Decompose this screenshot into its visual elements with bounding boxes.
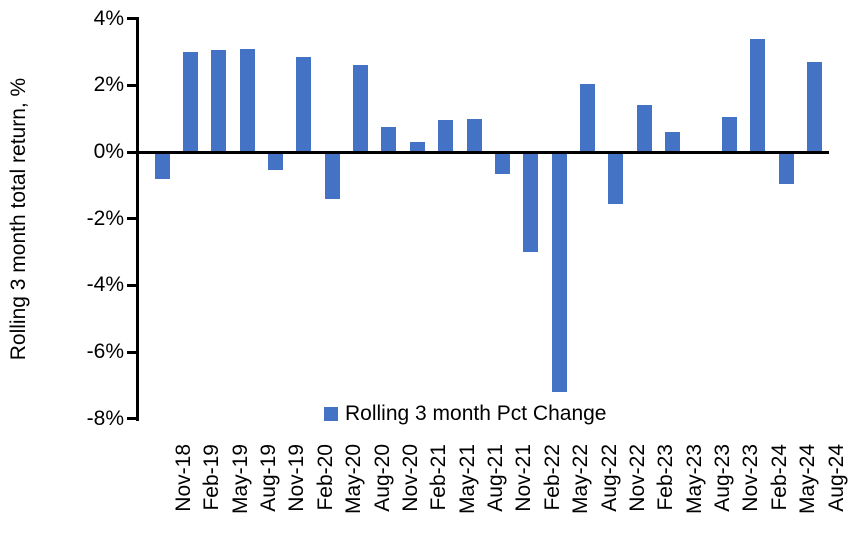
x-tick-label: Aug-21 [484, 444, 508, 512]
y-tick-mark [127, 283, 136, 287]
bar [551, 152, 567, 393]
bar [608, 152, 624, 204]
y-axis-line [136, 17, 139, 421]
x-tick-label: May-22 [569, 444, 593, 515]
bar [239, 48, 255, 152]
x-tick-label: Nov-21 [512, 444, 536, 512]
x-tick-label: Aug-24 [824, 444, 848, 512]
x-tick-label: Aug-22 [597, 444, 621, 512]
x-tick-label: Nov-23 [739, 444, 763, 512]
y-tick-mark [127, 417, 136, 421]
x-tick-label: Feb-21 [427, 444, 451, 511]
bar [750, 38, 766, 152]
y-tick-label: 2% [93, 73, 124, 97]
x-tick-label: Nov-20 [398, 444, 422, 512]
bar [665, 131, 681, 152]
y-tick-mark [127, 17, 136, 21]
bar [523, 152, 539, 253]
bar [154, 152, 170, 179]
y-tick-label: -8% [86, 406, 124, 430]
x-tick-label: May-23 [682, 444, 706, 515]
x-tick-label: May-20 [342, 444, 366, 515]
bar [296, 56, 312, 152]
bar [324, 152, 340, 199]
legend: Rolling 3 month Pct Change [324, 402, 607, 426]
legend-marker-icon [324, 407, 338, 421]
x-tick-label: Aug-20 [370, 444, 394, 512]
y-tick-mark [127, 217, 136, 221]
bar [778, 152, 794, 184]
legend-label: Rolling 3 month Pct Change [345, 402, 607, 425]
y-tick-mark [127, 350, 136, 354]
x-tick-label: Feb-24 [767, 444, 791, 511]
y-tick-mark [127, 150, 136, 154]
bar [466, 118, 482, 152]
x-tick-label: Feb-23 [654, 444, 678, 511]
x-tick-label: Aug-19 [257, 444, 281, 512]
bar [381, 126, 397, 152]
y-tick-label: 0% [93, 140, 124, 163]
x-tick-label: Feb-22 [540, 444, 564, 511]
x-tick-label: Nov-19 [285, 444, 309, 512]
y-tick-mark [127, 83, 136, 87]
y-tick-label: -2% [86, 206, 124, 230]
bar [438, 120, 454, 152]
bar [807, 61, 822, 152]
bar [211, 50, 227, 152]
bar [409, 141, 425, 152]
bar [721, 116, 737, 152]
bar [494, 152, 510, 174]
bar [182, 51, 198, 152]
x-tick-label: Nov-22 [625, 444, 649, 512]
x-tick-label: Feb-19 [200, 444, 224, 511]
bar [353, 65, 369, 152]
x-tick-label: Feb-20 [313, 444, 337, 511]
bar [580, 83, 596, 152]
bar [636, 105, 652, 152]
y-tick-label: -4% [86, 273, 124, 297]
bar [267, 152, 283, 171]
y-axis-title: Rolling 3 month total return, % [7, 77, 30, 361]
x-tick-label: Nov-18 [172, 444, 195, 512]
x-tick-label: Aug-23 [711, 444, 735, 512]
x-tick-label: May-21 [455, 444, 479, 515]
x-tick-label: May-19 [228, 444, 252, 515]
y-tick-label: 4% [93, 6, 124, 30]
y-tick-label: -6% [86, 340, 124, 364]
x-tick-label: May-24 [796, 444, 820, 515]
zero-line [136, 150, 829, 154]
